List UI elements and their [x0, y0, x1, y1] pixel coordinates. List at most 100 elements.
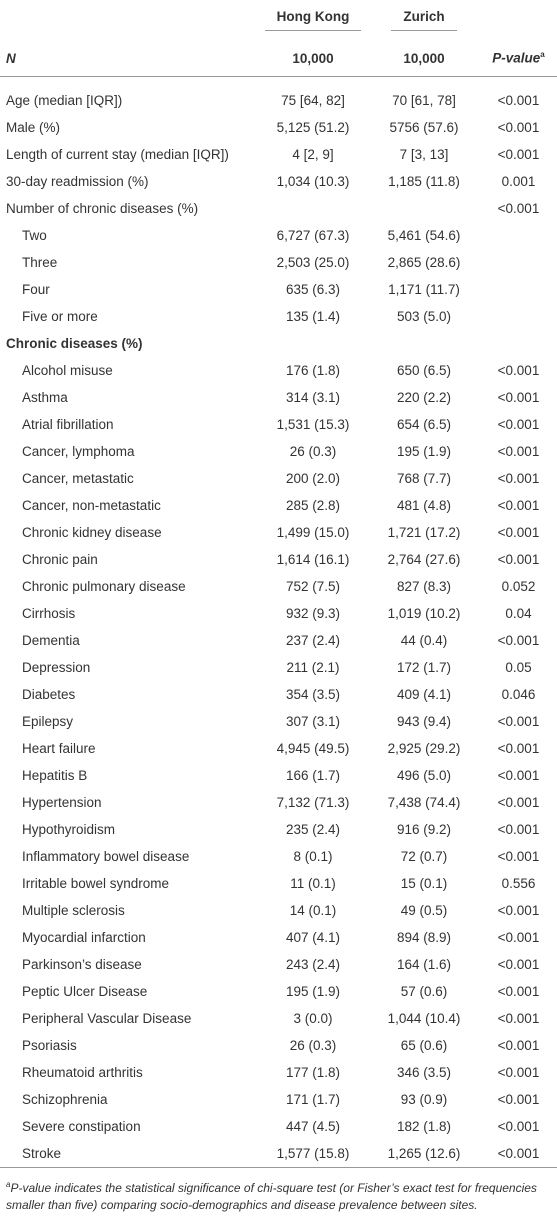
table-row: Irritable bowel syndrome 11 (0.1) 15 (0.1)…	[0, 870, 557, 897]
table-row: Depression 211 (2.1) 172 (1.7) 0.05	[0, 654, 557, 681]
row-label: Male (%)	[6, 120, 61, 135]
table-row: Atrial fibrillation 1,531 (15.3) 654 (6.5)…	[0, 411, 557, 438]
cell	[480, 249, 557, 276]
cell: 0.04	[505, 606, 532, 621]
cell: 1,577 (15.8)	[258, 1140, 368, 1168]
cell: 481 (4.8)	[396, 498, 452, 513]
row-label: Heart failure	[22, 741, 96, 756]
cell: 177 (1.8)	[285, 1065, 341, 1080]
cell: <0.001	[497, 444, 540, 459]
cell: 1,044 (10.4)	[387, 1011, 461, 1026]
cell: <0.001	[497, 984, 540, 999]
cell: 237 (2.4)	[285, 633, 341, 648]
cell: 1,185 (11.8)	[388, 174, 460, 189]
row-label: Dementia	[22, 633, 80, 648]
row-label: Inflammatory bowel disease	[22, 849, 190, 864]
cell: <0.001	[497, 552, 540, 567]
cell: 1,614 (16.1)	[276, 552, 350, 567]
cell: 285 (2.8)	[285, 498, 341, 513]
row-label: Diabetes	[22, 687, 76, 702]
cell: 1,265 (12.6)	[368, 1140, 480, 1168]
cell: 2,764 (27.6)	[387, 552, 461, 567]
cell: <0.001	[497, 390, 540, 405]
table-row: Peripheral Vascular Disease 3 (0.0) 1,044 …	[0, 1005, 557, 1032]
cell: 166 (1.7)	[285, 768, 341, 783]
cell: <0.001	[497, 363, 540, 378]
cell: 70 [61, 78]	[392, 93, 456, 108]
cell: 8 (0.1)	[293, 849, 333, 864]
row-label: Atrial fibrillation	[22, 417, 114, 432]
table-row: Multiple sclerosis 14 (0.1) 49 (0.5) <0.001	[0, 897, 557, 924]
cell: 195 (1.9)	[285, 984, 341, 999]
sample-size: 10,000	[258, 40, 368, 77]
cell: 171 (1.7)	[285, 1092, 341, 1107]
cell: 0.001	[501, 174, 536, 189]
table-row: Hepatitis B 166 (1.7) 496 (5.0) <0.001	[0, 762, 557, 789]
cell: 827 (8.3)	[396, 579, 452, 594]
table-row: Schizophrenia 171 (1.7) 93 (0.9) <0.001	[0, 1086, 557, 1113]
table-row: Parkinson’s disease 243 (2.4) 164 (1.6) <0.…	[0, 951, 557, 978]
footnote-term: P-value	[10, 1181, 52, 1195]
cell: 220 (2.2)	[396, 390, 452, 405]
cell: 93 (0.9)	[400, 1092, 448, 1107]
cell: 11 (0.1)	[290, 876, 336, 891]
cell: 243 (2.4)	[285, 957, 341, 972]
cell: <0.001	[497, 120, 540, 135]
cell: 211 (2.1)	[286, 660, 340, 675]
row-label: Irritable bowel syndrome	[22, 876, 170, 891]
row-label: Chronic pulmonary disease	[22, 579, 186, 594]
row-label: Number of chronic diseases (%)	[6, 201, 199, 216]
row-label: Cirrhosis	[22, 606, 76, 621]
cell: 916 (9.2)	[396, 822, 452, 837]
table-row: Male (%) 5,125 (51.2) 5756 (57.6) <0.001	[0, 114, 557, 141]
sample-size: 10,000	[368, 40, 480, 77]
cell: 26 (0.3)	[289, 1038, 337, 1053]
row-label: Psoriasis	[22, 1038, 77, 1053]
row-label: Chronic kidney disease	[22, 525, 162, 540]
cell: 5756 (57.6)	[389, 120, 459, 135]
cell: 3 (0.0)	[293, 1011, 333, 1026]
cell: <0.001	[497, 957, 540, 972]
cell: <0.001	[497, 147, 540, 162]
table-row: Epilepsy 307 (3.1) 943 (9.4) <0.001	[0, 708, 557, 735]
cell: 135 (1.4)	[285, 309, 341, 324]
column-header: P-value	[492, 50, 541, 66]
cell: <0.001	[497, 714, 540, 729]
table-row: Dementia 237 (2.4) 44 (0.4) <0.001	[0, 627, 557, 654]
cell: 182 (1.8)	[396, 1119, 452, 1134]
cell: <0.001	[497, 1092, 540, 1107]
cell: 932 (9.3)	[285, 606, 341, 621]
row-label: Parkinson’s disease	[22, 957, 142, 972]
table-row: Number of chronic diseases (%) <0.001	[0, 195, 557, 222]
row-label: Rheumatoid arthritis	[22, 1065, 143, 1080]
cell: 346 (3.5)	[396, 1065, 452, 1080]
cell: 4 [2, 9]	[292, 147, 334, 162]
data-table: Hong Kong Zurich N 10,000 10,000 P-value…	[0, 9, 557, 1168]
table-row: Age (median [IQR]) 75 [64, 82] 70 [61, 78]…	[0, 77, 557, 115]
table-row: Myocardial infarction 407 (4.1) 894 (8.9) <…	[0, 924, 557, 951]
cell: <0.001	[497, 768, 540, 783]
table-row: Rheumatoid arthritis 177 (1.8) 346 (3.5) <0…	[0, 1059, 557, 1086]
cell: 314 (3.1)	[285, 390, 341, 405]
cell: 235 (2.4)	[285, 822, 341, 837]
column-header: Hong Kong	[264, 9, 362, 31]
table-row: Chronic pain 1,614 (16.1) 2,764 (27.6) <0.0…	[0, 546, 557, 573]
cell: 354 (3.5)	[285, 687, 341, 702]
table-row: Cancer, metastatic 200 (2.0) 768 (7.7) <0.0…	[0, 465, 557, 492]
table-row: Severe constipation 447 (4.5) 182 (1.8) <0.…	[0, 1113, 557, 1140]
table-row: Psoriasis 26 (0.3) 65 (0.6) <0.001	[0, 1032, 557, 1059]
cell: <0.001	[497, 1011, 540, 1026]
cell: <0.001	[497, 1065, 540, 1080]
row-label: Severe constipation	[22, 1119, 141, 1134]
cell: <0.001	[497, 1038, 540, 1053]
cell: 164 (1.6)	[396, 957, 452, 972]
row-label: Cancer, lymphoma	[22, 444, 135, 459]
cell	[480, 303, 557, 330]
cell: 176 (1.8)	[285, 363, 341, 378]
column-header: Zurich	[391, 9, 457, 31]
row-label: Asthma	[22, 390, 68, 405]
table-row: Three 2,503 (25.0) 2,865 (28.6)	[0, 249, 557, 276]
cell: <0.001	[497, 417, 540, 432]
cell	[258, 195, 368, 222]
cell: 200 (2.0)	[285, 471, 341, 486]
